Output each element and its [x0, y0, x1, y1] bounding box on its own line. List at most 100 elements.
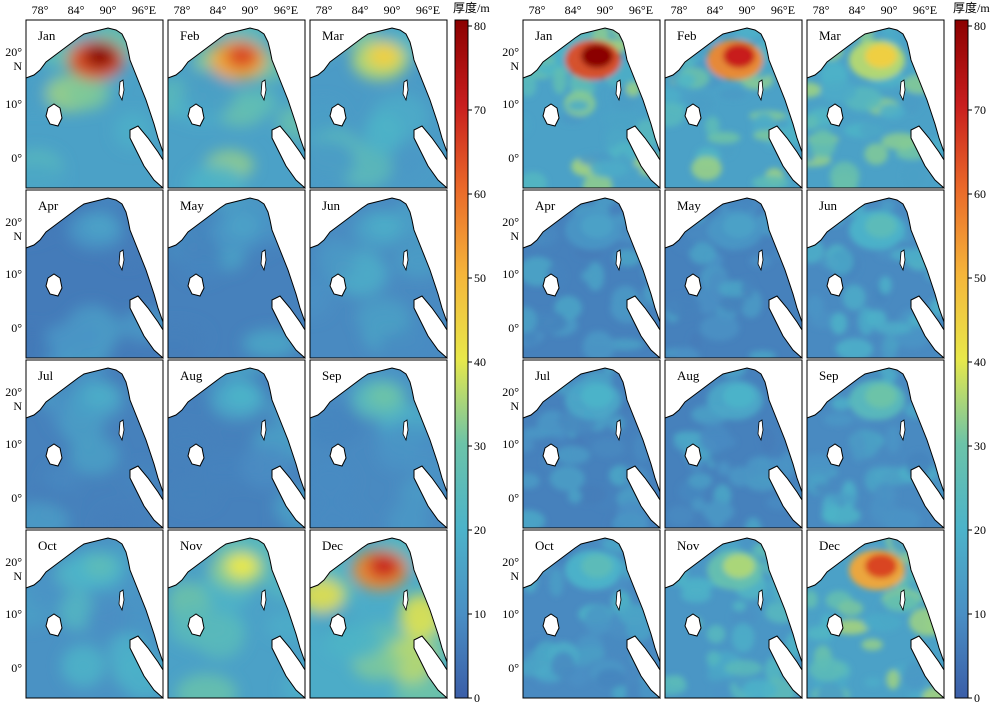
field-blob	[807, 82, 822, 98]
month-label: Aug	[677, 368, 700, 383]
coastline	[522, 537, 661, 663]
colorbar-tick-label: 30	[974, 439, 986, 453]
field-blob	[873, 483, 898, 508]
field-north-core	[368, 44, 400, 68]
lat-tick-label-right: 0°	[508, 151, 519, 165]
panel-frame	[522, 19, 661, 189]
land-sumatra	[911, 296, 944, 358]
coastline	[806, 27, 945, 153]
field-blob	[310, 578, 345, 613]
map-panel-right-sep: Sep	[806, 359, 945, 530]
field-blob	[861, 638, 883, 651]
colorbar-tick-label: 50	[474, 271, 486, 285]
field-blob	[66, 77, 110, 111]
land-sumatra	[627, 126, 660, 188]
sri-lanka-outline	[187, 613, 205, 637]
field-blob	[810, 129, 836, 159]
field-blob	[866, 309, 887, 327]
sri-lanka-outline	[542, 443, 560, 467]
colorbar-tick-label: 10	[974, 607, 986, 621]
month-label: Dec	[322, 538, 343, 553]
field-blob	[719, 89, 747, 100]
land-sumatra	[414, 296, 447, 358]
field-blob	[523, 73, 537, 97]
panel-frame	[167, 19, 306, 189]
field-blob	[523, 510, 546, 528]
field-blob	[675, 73, 695, 88]
land-sumatra	[272, 296, 305, 358]
field-north-core	[723, 384, 755, 408]
lon-tick-label-left: 96°E	[132, 3, 156, 17]
lat-tick-label-right: 10°	[502, 607, 519, 621]
coastline	[309, 367, 448, 493]
andaman-islands	[118, 249, 125, 272]
andaman-islands	[899, 249, 906, 272]
field-blob	[239, 88, 278, 117]
lon-tick-label-right: 84°	[849, 3, 866, 17]
field-blob	[816, 683, 845, 698]
field-blob	[745, 517, 762, 528]
field-blob	[742, 679, 777, 698]
map-panel-left-dec: Dec	[309, 529, 448, 700]
lon-tick-label-right: 78°	[671, 3, 688, 17]
field-blob	[842, 284, 866, 311]
field-blob	[310, 502, 366, 528]
field-blob	[310, 459, 356, 504]
coastline	[25, 27, 164, 153]
field-blob	[589, 160, 629, 178]
field-blob	[886, 425, 901, 453]
field-north-core	[226, 44, 258, 68]
field-north-core	[581, 384, 613, 408]
field-blob	[45, 321, 103, 355]
land-sumatra	[130, 296, 163, 358]
sri-lanka-outline	[542, 273, 560, 297]
lat-tick-label-left: 0°	[11, 661, 22, 675]
field-blob	[95, 506, 141, 528]
field-blob	[591, 437, 625, 458]
field-blob	[549, 465, 585, 492]
field-blob	[186, 164, 245, 188]
field-blob	[549, 568, 564, 597]
panel-frame	[806, 19, 945, 189]
field-blob	[880, 200, 895, 212]
lat-tick-label-right: 20°	[502, 215, 519, 229]
coastline	[664, 537, 803, 663]
coastline	[167, 27, 306, 153]
field-blob	[523, 473, 540, 489]
month-label: Jan	[535, 28, 553, 43]
field-blob	[375, 424, 422, 472]
field-blob	[551, 652, 576, 679]
lat-tick-label-left: 20°	[5, 215, 22, 229]
land-sumatra	[272, 636, 305, 698]
lon-tick-label-left: 84°	[352, 3, 369, 17]
panel-frame	[806, 529, 945, 699]
sri-lanka-outline	[45, 443, 63, 467]
field-blob	[586, 262, 605, 291]
map-panel-left-jun: Jun	[309, 189, 448, 360]
andaman-islands	[402, 419, 409, 442]
andaman-islands	[899, 419, 906, 442]
land-sumatra	[911, 636, 944, 698]
coastline	[167, 197, 306, 323]
field-north-core	[581, 554, 613, 578]
land-sumatra	[769, 466, 802, 528]
field-blob	[574, 484, 607, 505]
month-label: Feb	[677, 28, 697, 43]
field-blob	[665, 87, 682, 104]
field-blob	[864, 143, 889, 165]
field-blob	[831, 171, 858, 188]
andaman-islands	[118, 589, 125, 612]
lon-tick-label-left: 78°	[32, 3, 49, 17]
map-panel-right-oct: Oct	[522, 529, 661, 700]
field-north-core	[865, 384, 897, 408]
field-blob	[886, 669, 900, 690]
coastline	[664, 367, 803, 493]
lon-tick-label-right: 90°	[597, 3, 614, 17]
colorbar-right	[954, 19, 969, 699]
lat-tick-label-right: 0°	[508, 661, 519, 675]
andaman-islands	[615, 419, 622, 442]
lon-tick-label-right: 78°	[529, 3, 546, 17]
field-blob	[691, 498, 706, 512]
month-label: Jul	[38, 368, 54, 383]
field-blob	[523, 427, 550, 440]
